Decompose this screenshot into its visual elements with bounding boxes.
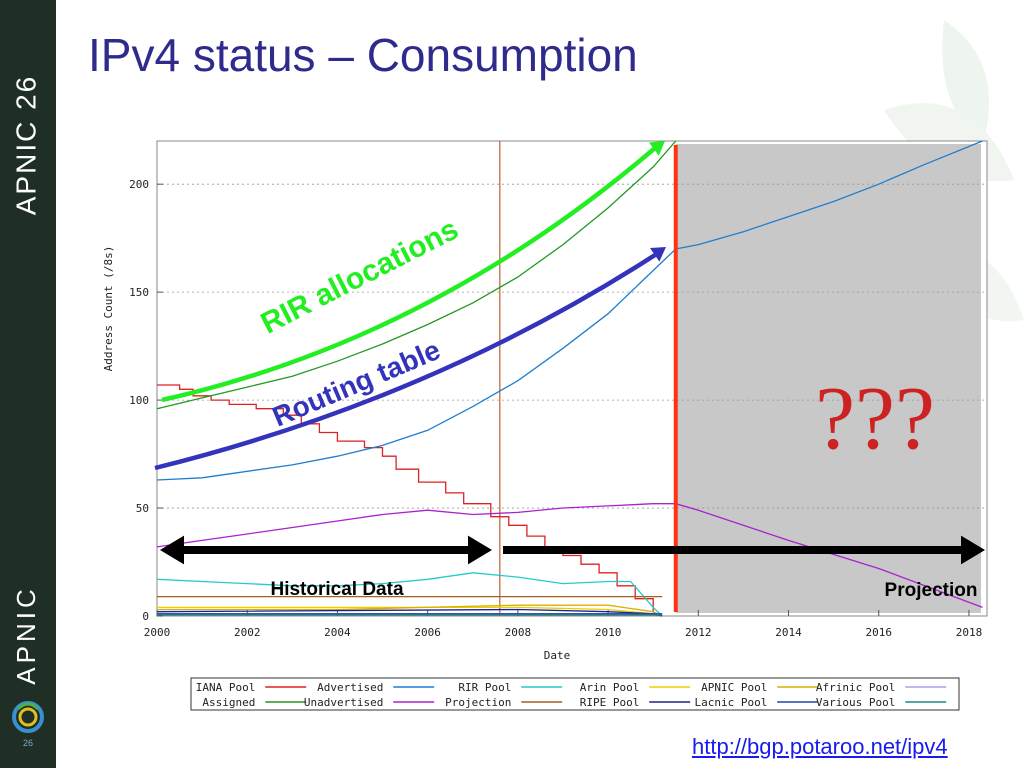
plot-frame bbox=[156, 140, 988, 617]
y-tick-label: 0 bbox=[142, 610, 149, 623]
legend-label: Assigned bbox=[202, 696, 255, 709]
x-tick-label: 2000 bbox=[144, 626, 171, 639]
legend-label: Lacnic Pool bbox=[695, 696, 768, 709]
legend-label: Unadvertised bbox=[304, 696, 383, 709]
question-marks-label: ??? bbox=[815, 369, 935, 468]
legend-label: Various Pool bbox=[816, 696, 895, 709]
projection-arrow-head bbox=[961, 535, 985, 565]
legend-label: Arin Pool bbox=[580, 681, 640, 694]
x-tick-label: 2014 bbox=[775, 626, 802, 639]
page-title: IPv4 status – Consumption bbox=[88, 29, 638, 81]
x-tick-label: 2006 bbox=[414, 626, 441, 639]
x-tick-label: 2010 bbox=[595, 626, 622, 639]
historical-data-label: Historical Data bbox=[270, 579, 403, 600]
projection-label: Projection bbox=[885, 580, 978, 601]
x-tick-label: 2018 bbox=[956, 626, 983, 639]
legend-label: RIR Pool bbox=[458, 681, 511, 694]
rir-allocations-arrow bbox=[161, 146, 657, 403]
historical-arrow-left-head bbox=[160, 535, 184, 565]
sidebar-bottom-text: APNIC bbox=[11, 585, 41, 684]
x-tick-label: 2016 bbox=[865, 626, 892, 639]
x-axis-label: Date bbox=[544, 649, 571, 662]
chart-legend bbox=[190, 677, 960, 711]
historical-arrow-right-head bbox=[468, 535, 492, 565]
apnic-vertical-logo: APNIC bbox=[11, 585, 41, 684]
series-line-apnic-pool bbox=[157, 604, 663, 617]
legend-label: Afrinic Pool bbox=[816, 681, 895, 694]
rir-arrow-head bbox=[649, 141, 665, 156]
routing-table-arrow bbox=[154, 253, 657, 471]
routing-arrow-head bbox=[650, 247, 666, 262]
series-line-advertised bbox=[156, 140, 983, 481]
y-tick-label: 150 bbox=[129, 286, 149, 299]
y-axis-label: Address Count (/8s) bbox=[102, 246, 115, 372]
series-line-unadvertised bbox=[156, 503, 983, 609]
source-link[interactable]: http://bgp.potaroo.net/ipv4 bbox=[692, 734, 948, 759]
apnic26-vertical-logo: APNIC 26 bbox=[10, 75, 41, 216]
slide-number: 26 bbox=[22, 738, 33, 748]
x-tick-label: 2012 bbox=[685, 626, 712, 639]
x-tick-label: 2002 bbox=[234, 626, 261, 639]
x-tick-label: 2004 bbox=[324, 626, 351, 639]
y-tick-label: 100 bbox=[129, 394, 149, 407]
series-line-iana-pool bbox=[157, 384, 659, 617]
legend-label: Projection bbox=[445, 696, 511, 709]
y-tick-label: 200 bbox=[129, 178, 149, 191]
projection-region bbox=[675, 144, 981, 613]
legend-label: APNIC Pool bbox=[701, 681, 767, 694]
y-tick-label: 50 bbox=[136, 502, 149, 515]
x-tick-label: 2008 bbox=[505, 626, 532, 639]
legend-label: RIPE Pool bbox=[580, 696, 640, 709]
series-line-rir-pool bbox=[156, 572, 663, 617]
sidebar: APNIC 26 APNIC 26 bbox=[0, 0, 56, 768]
apnic-emblem-icon bbox=[12, 701, 44, 733]
sidebar-top-text: APNIC 26 bbox=[10, 75, 41, 216]
legend-label: Advertised bbox=[317, 681, 383, 694]
series-line-assigned bbox=[156, 140, 677, 410]
legend-label: IANA Pool bbox=[196, 681, 256, 694]
